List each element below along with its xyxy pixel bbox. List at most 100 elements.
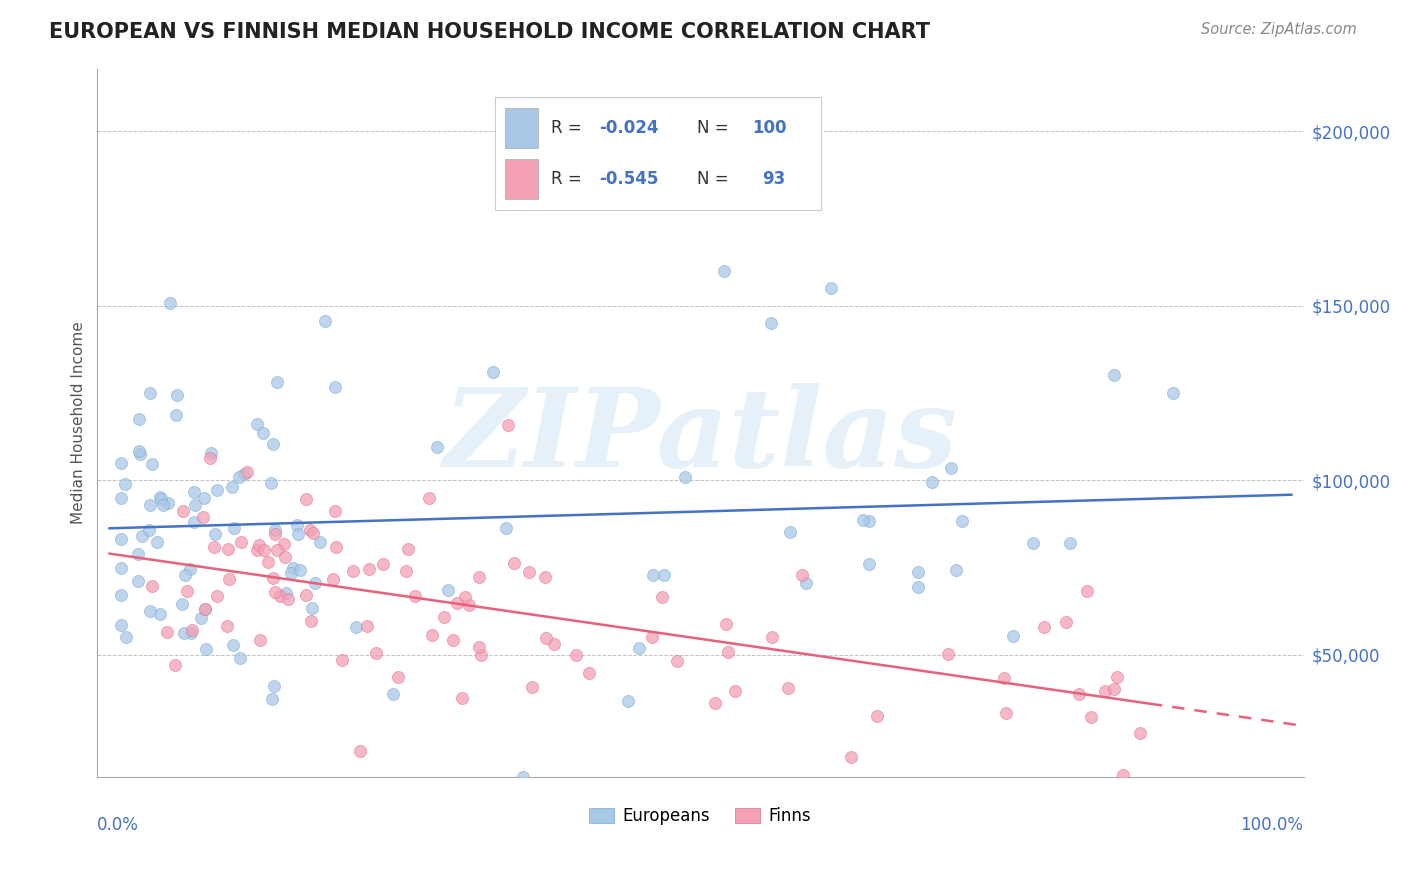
Finns [395, 565, 418, 579]
Finns [373, 557, 395, 571]
Europeans [138, 523, 160, 537]
Finns [247, 537, 270, 551]
Finns [165, 658, 187, 673]
Finns [714, 617, 737, 632]
Europeans [858, 557, 880, 571]
Finns [993, 671, 1015, 685]
Finns [266, 542, 288, 557]
Finns [717, 645, 740, 659]
Europeans [184, 498, 207, 512]
Finns [172, 503, 194, 517]
Europeans [945, 563, 967, 577]
Europeans [481, 365, 503, 379]
Europeans [382, 687, 405, 701]
Europeans [921, 475, 943, 489]
Europeans [190, 611, 212, 625]
Finns [342, 564, 364, 578]
Europeans [173, 626, 195, 640]
Text: Source: ZipAtlas.com: Source: ZipAtlas.com [1201, 22, 1357, 37]
Finns [200, 451, 222, 466]
Finns [938, 647, 960, 661]
Finns [249, 632, 271, 647]
Finns [229, 535, 252, 549]
Europeans [950, 514, 973, 528]
Finns [205, 589, 228, 603]
Europeans [794, 575, 817, 590]
Finns [578, 665, 600, 680]
Europeans [194, 641, 217, 656]
Europeans [194, 601, 217, 615]
Finns [422, 627, 444, 641]
Europeans [110, 561, 132, 575]
Finns [1069, 687, 1091, 701]
Finns [723, 683, 745, 698]
Finns [433, 609, 456, 624]
Text: 0.0%: 0.0% [97, 815, 139, 833]
Europeans [512, 770, 534, 784]
Europeans [149, 607, 172, 621]
Finns [218, 573, 240, 587]
Finns [274, 550, 297, 565]
Finns [325, 540, 347, 554]
Finns [191, 510, 214, 524]
Europeans [110, 532, 132, 546]
Finns [141, 579, 163, 593]
Europeans [627, 640, 650, 655]
Europeans [207, 483, 229, 498]
Finns [156, 625, 179, 640]
Europeans [115, 630, 138, 644]
Europeans [858, 514, 880, 528]
Europeans [262, 437, 284, 451]
Finns [298, 523, 321, 537]
Finns [181, 623, 204, 637]
Finns [761, 630, 783, 644]
Finns [534, 570, 557, 584]
Europeans [495, 521, 517, 535]
Finns [323, 504, 346, 518]
Europeans [274, 586, 297, 600]
Finns [246, 543, 269, 558]
Finns [356, 618, 378, 632]
Finns [349, 744, 371, 758]
Europeans [263, 679, 285, 693]
Finns [1107, 670, 1129, 684]
Finns [262, 571, 284, 585]
Finns [359, 561, 381, 575]
Europeans [114, 477, 136, 491]
Europeans [266, 375, 288, 389]
Finns [543, 636, 565, 650]
Finns [294, 588, 316, 602]
Finns [468, 640, 491, 654]
Finns [1094, 684, 1116, 698]
Europeans [907, 580, 929, 594]
Europeans [128, 443, 150, 458]
Europeans [149, 490, 172, 504]
Finns [418, 491, 440, 506]
Europeans [110, 588, 132, 602]
Europeans [259, 475, 281, 490]
Europeans [221, 638, 243, 652]
Europeans [280, 566, 302, 581]
Europeans [141, 457, 163, 471]
Europeans [1002, 629, 1025, 643]
Finns [253, 543, 276, 558]
Finns [264, 526, 287, 541]
Europeans [779, 525, 801, 540]
Europeans [228, 470, 250, 484]
Europeans [643, 568, 665, 582]
Finns [299, 614, 322, 628]
Europeans [183, 515, 205, 529]
Finns [994, 706, 1017, 720]
Finns [1032, 620, 1054, 634]
Europeans [200, 446, 222, 460]
Finns [322, 573, 344, 587]
Europeans [165, 409, 187, 423]
Europeans [110, 491, 132, 506]
Europeans [183, 485, 205, 500]
Europeans [713, 264, 735, 278]
Finns [776, 681, 799, 695]
Finns [451, 691, 474, 706]
Europeans [1104, 368, 1126, 383]
Europeans [1059, 536, 1081, 550]
Europeans [131, 528, 153, 542]
